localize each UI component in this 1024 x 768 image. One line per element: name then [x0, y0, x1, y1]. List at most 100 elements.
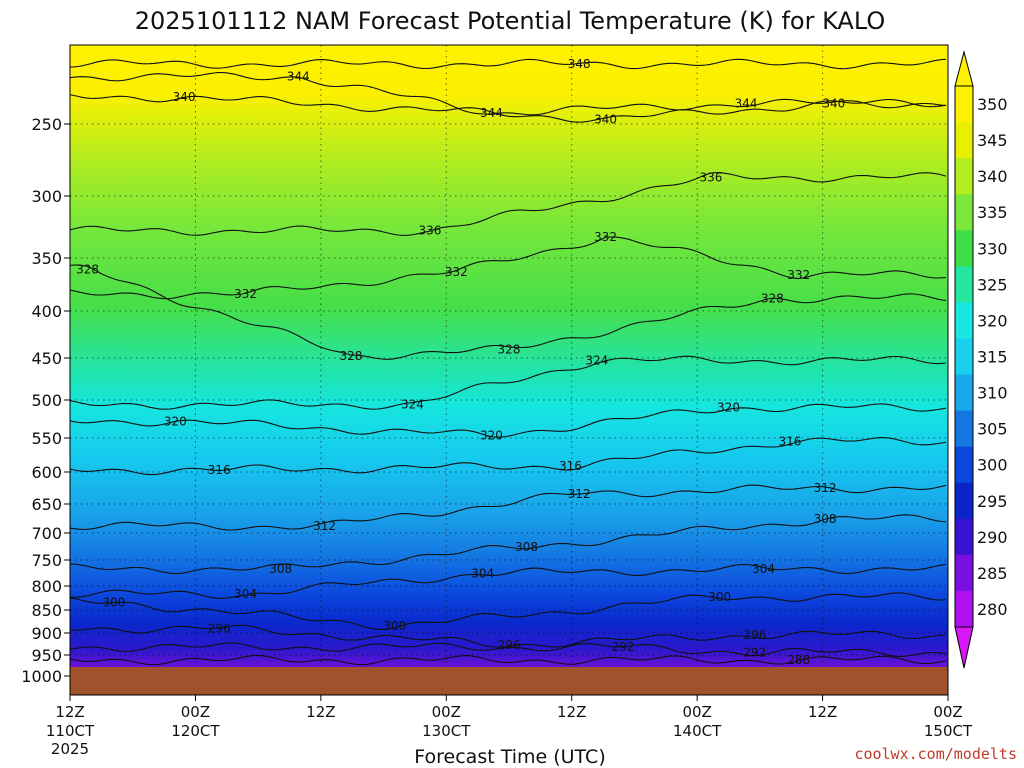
contour-label: 300 — [383, 619, 406, 633]
y-tick-label: 550 — [31, 429, 62, 448]
y-tick-label: 600 — [31, 463, 62, 482]
colorbar-swatch — [955, 446, 973, 484]
colorbar-swatch — [955, 518, 973, 556]
y-tick-label: 300 — [31, 187, 62, 206]
contour-label: 328 — [498, 343, 521, 357]
y-tick-label: 350 — [31, 249, 62, 268]
x-tick-hour: 00Z — [181, 703, 210, 721]
y-tick-label: 250 — [31, 115, 62, 134]
contour-label: 300 — [708, 590, 731, 604]
colorbar-swatch — [955, 158, 973, 195]
contour-label: 328 — [340, 349, 363, 363]
contour-label: 344 — [735, 96, 758, 110]
contour-label: 312 — [568, 487, 591, 501]
isentrope-348 — [70, 58, 947, 70]
y-tick-label: 650 — [31, 495, 62, 514]
chart-title: 2025101112 NAM Forecast Potential Temper… — [135, 7, 886, 35]
contour-label: 332 — [787, 268, 810, 282]
contour-label: 328 — [76, 263, 99, 277]
colorbar-label: 315 — [977, 348, 1008, 367]
colorbar-label: 290 — [977, 528, 1008, 547]
colorbar-label: 345 — [977, 131, 1008, 150]
isentrope-312 — [70, 484, 947, 531]
x-axis-label: Forecast Time (UTC) — [414, 746, 605, 768]
contour-label: 312 — [814, 481, 837, 495]
isentrope-316 — [70, 437, 947, 476]
y-tick-label: 800 — [31, 577, 62, 596]
contour-label: 308 — [515, 540, 538, 554]
isentrope-332 — [70, 236, 947, 300]
contour-label: 344 — [480, 106, 503, 120]
contour-label: 300 — [102, 595, 125, 609]
y-tick-label: 400 — [31, 302, 62, 321]
y-tick-label: 1000 — [21, 667, 62, 686]
contour-label: 340 — [594, 112, 617, 126]
colorbar-swatch — [955, 194, 973, 231]
contour-label: 344 — [287, 70, 310, 84]
colorbar-label: 295 — [977, 492, 1008, 511]
contour-label: 328 — [761, 291, 784, 305]
y-tick-label: 500 — [31, 391, 62, 410]
x-tick-hour: 12Z — [557, 703, 586, 721]
contour-label: 292 — [743, 645, 766, 659]
contour-label: 320 — [717, 401, 740, 415]
colorbar-swatch — [955, 590, 973, 628]
colorbar-label: 350 — [977, 95, 1008, 114]
x-tick-date: 150CT — [924, 722, 973, 740]
colorbar-label: 310 — [977, 384, 1008, 403]
contour-label: 316 — [779, 434, 802, 448]
y-tick-label: 950 — [31, 646, 62, 665]
contour-label: 320 — [164, 414, 187, 428]
contour-label: 340 — [822, 96, 845, 110]
isentrope-340 — [70, 94, 947, 123]
colorbar-swatch — [955, 554, 973, 592]
colorbar-swatch — [955, 230, 973, 267]
contour-label: 296 — [208, 621, 231, 635]
x-tick-date: 120CT — [171, 722, 220, 740]
contour-label: 332 — [594, 230, 617, 244]
isentrope-304 — [70, 563, 947, 599]
isentrope-320 — [70, 403, 947, 438]
potential-temperature-field — [70, 45, 948, 667]
colorbar-label: 320 — [977, 311, 1008, 330]
contour-label: 348 — [568, 57, 591, 71]
x-tick-date: 130CT — [422, 722, 471, 740]
colorbar-label: 300 — [977, 456, 1008, 475]
contour-label: 304 — [234, 587, 257, 601]
y-tick-label: 750 — [31, 551, 62, 570]
isentrope-296 — [70, 624, 947, 648]
y-axis: 250 300 350 400 450 500 550 600 650 700 750 800 850 9… — [21, 115, 70, 686]
x-tick-hour: 12Z — [306, 703, 335, 721]
contour-label: 312 — [313, 519, 336, 533]
credit-text: coolwx.com/modelts — [854, 745, 1017, 763]
colorbar-swatch — [955, 374, 973, 412]
colorbar-swatch — [955, 482, 973, 520]
contour-label: 340 — [173, 90, 196, 104]
contour-label: 336 — [419, 224, 442, 238]
plot-frame — [69, 44, 949, 696]
contour-label: 316 — [208, 463, 231, 477]
colorbar-label: 305 — [977, 420, 1008, 439]
colorbar-swatch — [955, 86, 973, 123]
x-tick-hour: 00Z — [682, 703, 711, 721]
ground-surface — [70, 667, 948, 695]
contour-label: 324 — [585, 354, 608, 368]
y-tick-label: 450 — [31, 349, 62, 368]
x-tick-date: 110CT — [46, 722, 95, 740]
isentrope-lines — [70, 58, 947, 666]
isentrope-308 — [70, 514, 947, 575]
colorbar-label: 280 — [977, 600, 1008, 619]
x-tick-hour: 00Z — [432, 703, 461, 721]
contour-label: 292 — [612, 640, 635, 654]
contour-label: 288 — [787, 653, 810, 667]
y-tick-label: 850 — [31, 601, 62, 620]
colorbar-swatch — [955, 302, 973, 339]
y-tick-label: 700 — [31, 524, 62, 543]
isentrope-300 — [70, 592, 947, 630]
colorbar-label: 285 — [977, 564, 1008, 583]
contour-label: 324 — [401, 398, 424, 412]
